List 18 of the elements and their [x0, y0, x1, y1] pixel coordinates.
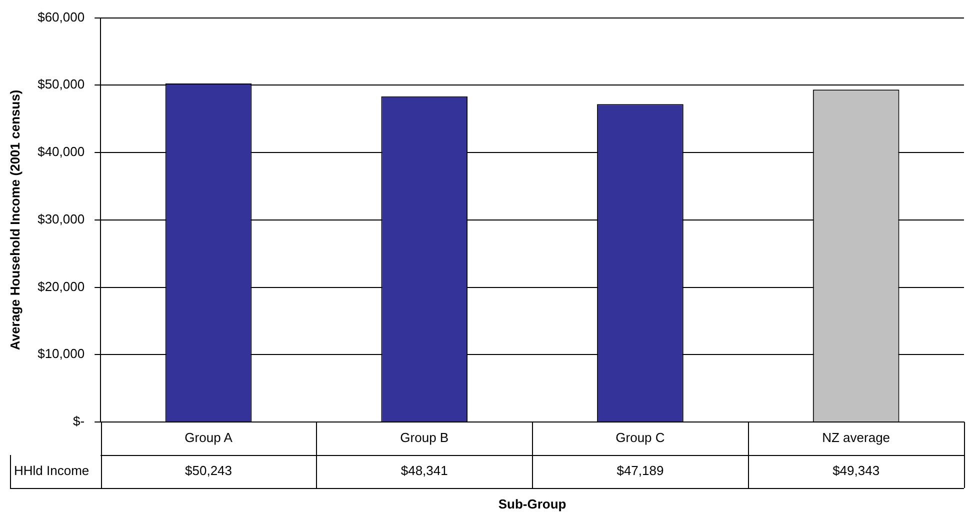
text: HHld Income — [14, 463, 90, 478]
y-tick-label: $10,000 — [38, 346, 85, 362]
y-tick-label: $- — [73, 414, 85, 429]
x-tick-label: Group B — [400, 430, 449, 446]
data-label: $48,341 — [400, 463, 448, 478]
data-label: $50,243 — [185, 463, 232, 478]
data-label: $49,343 — [832, 463, 880, 478]
x-tick-label: NZ average — [822, 430, 890, 446]
y-tick-label: $60,000 — [38, 9, 85, 24]
y-tick-label: $30,000 — [38, 211, 85, 226]
x-tick-label: Group C — [616, 430, 665, 446]
y-axis-title: Average Household Income (2001 census) — [7, 90, 22, 350]
y-tick-label: $20,000 — [38, 278, 85, 294]
data-label: $47,189 — [616, 463, 664, 478]
y-tick-label: $40,000 — [38, 144, 85, 160]
x-tick-label: Group A — [184, 430, 233, 446]
x-axis-title: Sub-Group — [498, 496, 566, 512]
y-tick-label: $50,000 — [38, 76, 85, 92]
